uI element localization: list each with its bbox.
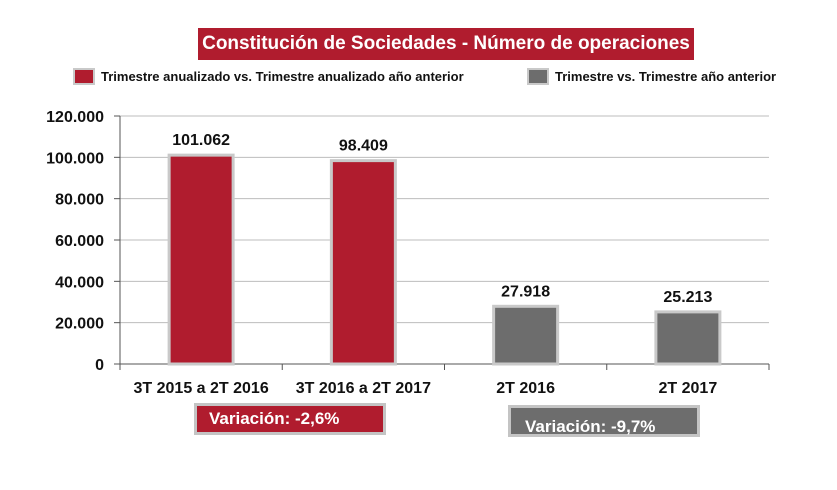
legend-item-annualized: Trimestre anualizado vs. Trimestre anual… bbox=[73, 66, 464, 86]
legend-label-annualized: Trimestre anualizado vs. Trimestre anual… bbox=[101, 68, 464, 84]
variation-badge-quarterly: Variación: -9,7% bbox=[508, 405, 700, 437]
bar bbox=[167, 153, 235, 366]
y-tick-label: 20.000 bbox=[55, 316, 104, 333]
legend-swatch-quarterly bbox=[527, 67, 549, 85]
variation-text-quarterly: Variación: -9,7% bbox=[525, 417, 656, 436]
variation-badge-annualized: Variación: -2,6% bbox=[194, 403, 386, 435]
variation-text-annualized: Variación: -2,6% bbox=[209, 409, 340, 428]
chart-title: Constitución de Sociedades - Número de o… bbox=[198, 28, 694, 60]
y-tick-label: 100.000 bbox=[46, 150, 104, 167]
y-tick-label: 40.000 bbox=[55, 274, 104, 291]
bar bbox=[492, 304, 560, 366]
x-tick-label: 3T 2015 a 2T 2016 bbox=[134, 380, 269, 397]
y-tick-label: 60.000 bbox=[55, 233, 104, 250]
y-tick-label: 0 bbox=[95, 357, 104, 374]
y-tick-label: 120.000 bbox=[46, 109, 104, 126]
x-tick-label: 2T 2017 bbox=[659, 380, 718, 397]
legend-label-quarterly: Trimestre vs. Trimestre año anterior bbox=[555, 68, 777, 84]
data-label: 98.409 bbox=[339, 138, 388, 155]
bar bbox=[654, 310, 722, 366]
data-label: 101.062 bbox=[172, 132, 230, 149]
data-label: 27.918 bbox=[501, 283, 550, 300]
legend-swatch-annualized bbox=[73, 67, 95, 85]
x-tick-label: 3T 2016 a 2T 2017 bbox=[296, 380, 431, 397]
y-tick-label: 80.000 bbox=[55, 192, 104, 209]
data-label: 25.213 bbox=[663, 289, 712, 306]
x-tick-label: 2T 2016 bbox=[496, 380, 555, 397]
legend-item-quarterly: Trimestre vs. Trimestre año anterior bbox=[527, 66, 776, 86]
bar bbox=[329, 159, 397, 366]
